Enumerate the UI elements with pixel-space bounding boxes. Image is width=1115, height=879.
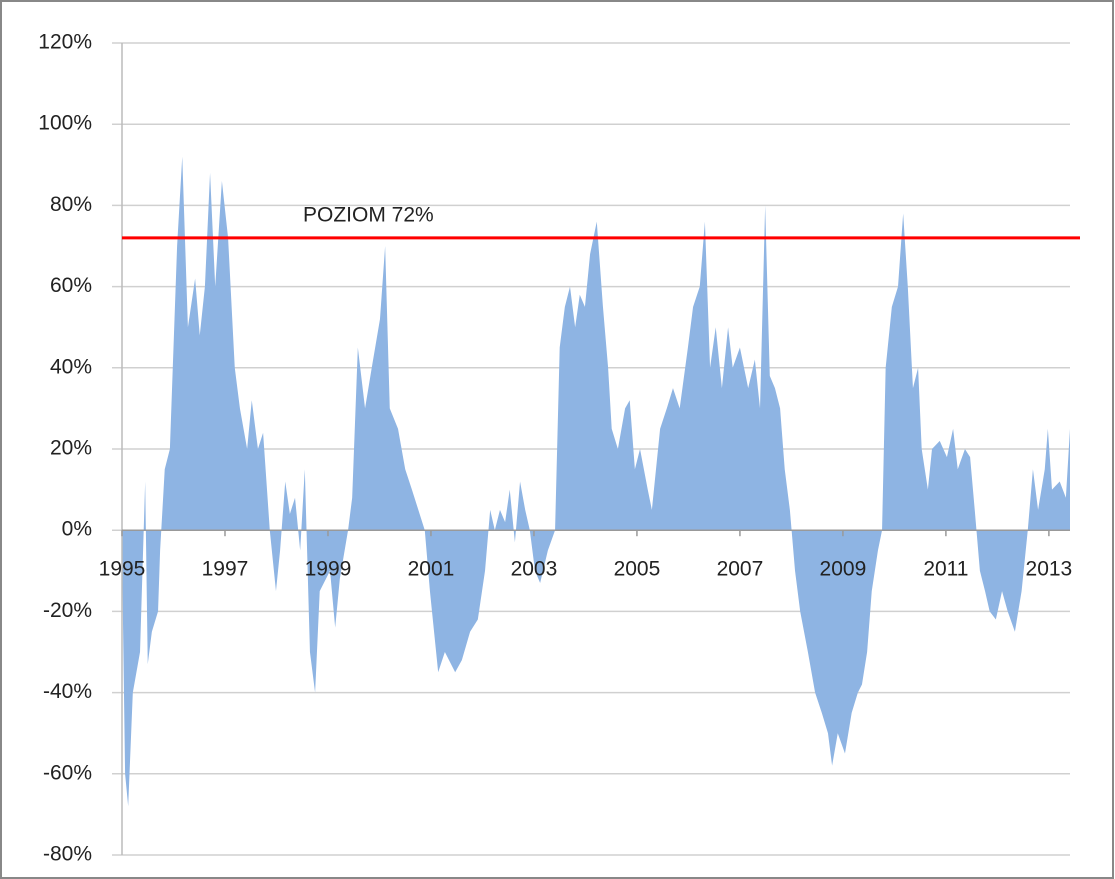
y-tick-label: -20% [43,599,92,622]
x-tick-label: 2009 [820,558,867,581]
x-tick-label: 2001 [408,558,455,581]
x-tick-label: 1995 [99,558,146,581]
annotation: POZIOM 72% [303,203,434,226]
x-tick-label: 2011 [923,558,968,581]
y-tick-label: 40% [50,355,92,378]
x-tick-label: 2007 [717,558,764,581]
y-tick-label: -40% [43,680,92,703]
x-tick-label: 1997 [202,558,249,581]
area [122,156,1070,807]
y-tick-label: -60% [43,761,92,784]
y-tick-label: 80% [50,193,92,216]
x-tick-label: 2013 [1026,558,1073,581]
x-tick-label: 2003 [511,558,558,581]
y-tick-label: 60% [50,274,92,297]
y-tick-label: 0% [62,518,92,541]
y-tick-label: 20% [50,437,92,460]
y-tick-label: -80% [43,843,92,866]
y-tick-label: 100% [38,112,92,135]
x-tick-label: 1999 [305,558,352,581]
y-tick-label: 120% [38,31,92,54]
x-tick-label: 2005 [614,558,661,581]
